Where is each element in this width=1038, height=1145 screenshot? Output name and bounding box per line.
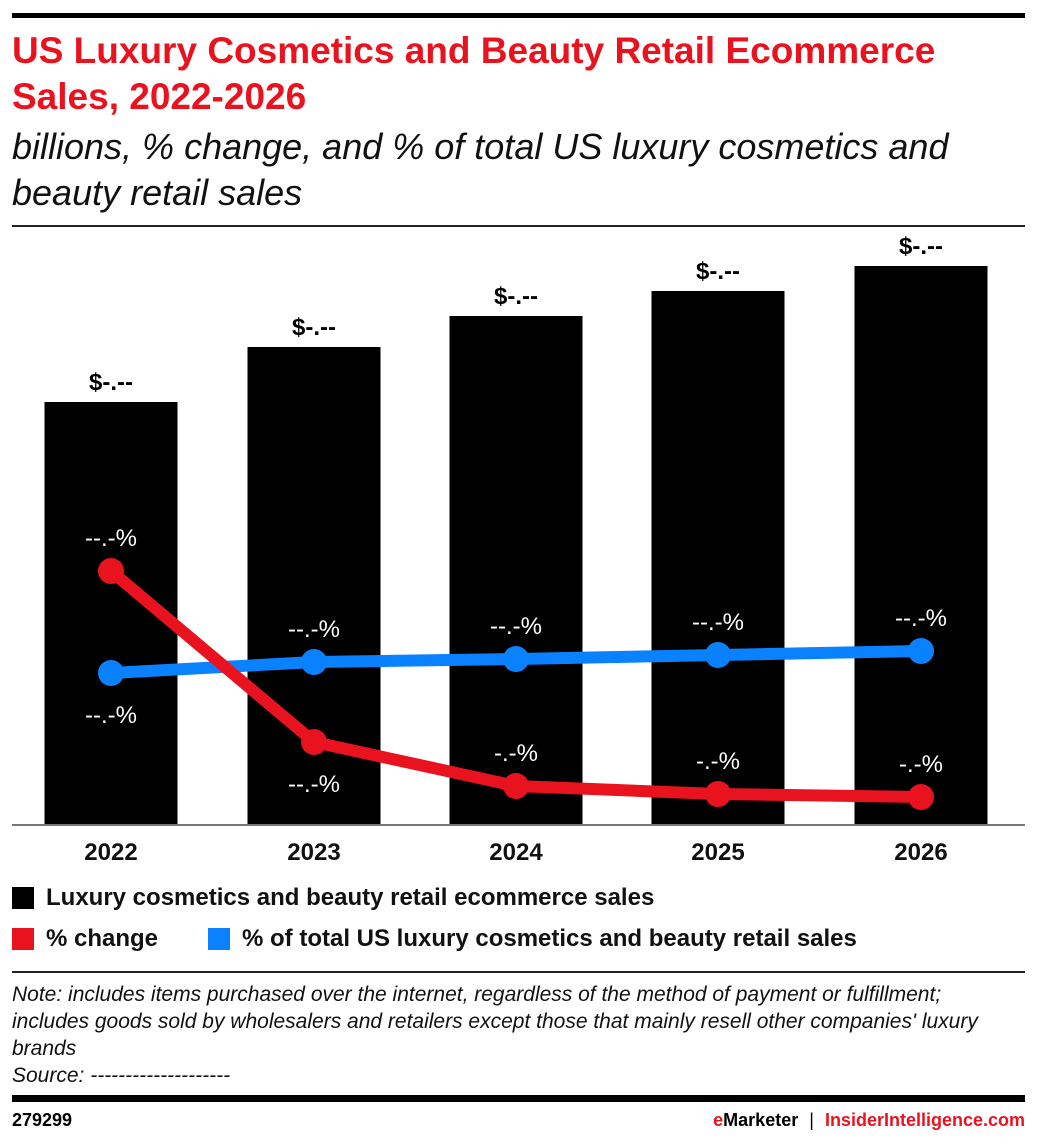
bar-2024 (449, 316, 583, 825)
x-tick-label: 2024 (489, 839, 543, 866)
x-tick-label: 2023 (287, 839, 340, 866)
change-point (301, 729, 327, 755)
legend-item-change: % change (12, 925, 158, 953)
change-data-label: -.-% (899, 751, 943, 778)
share-point (705, 642, 731, 668)
share-data-label: --.-% (85, 702, 137, 729)
share-point (301, 649, 327, 675)
bar-value-label: $-.-- (89, 369, 133, 396)
share-data-label: --.-% (490, 613, 542, 640)
change-point (98, 558, 124, 584)
bar-value-label: $-.-- (899, 233, 943, 260)
change-data-label: --.-% (288, 771, 340, 798)
share-data-label: --.-% (895, 605, 947, 632)
note-text: Note: includes items purchased over the … (12, 983, 978, 1060)
share-point (908, 638, 934, 664)
brand-logo: eMarketer | InsiderIntelligence.com (713, 1110, 1025, 1130)
x-tick-label: 2025 (691, 839, 744, 866)
change-point (908, 784, 934, 810)
share-point (98, 660, 124, 686)
subtitle-rule (12, 225, 1025, 227)
change-data-label: -.-% (696, 748, 740, 775)
chart-area: $-.-- 2022 $-.-- 2023 $-.-- 2024 $-.-- 2025 $-.-… (12, 233, 1025, 866)
chart-id: 279299 (12, 1110, 73, 1130)
legend-label: Luxury cosmetics and beauty retail ecomm… (46, 884, 655, 911)
bar-value-label: $-.-- (696, 258, 740, 285)
legend-swatch-black (12, 887, 34, 909)
change-data-label: --.-% (85, 525, 137, 552)
chart-subtitle: billions, % change, and % of total US lu… (12, 126, 949, 213)
top-rule (12, 13, 1025, 18)
bottom-rule (12, 1095, 1025, 1102)
note-block: Note: includes items purchased over the … (12, 981, 1022, 1089)
bar-2025 (651, 291, 785, 825)
change-data-label: -.-% (494, 740, 538, 767)
share-data-label: --.-% (288, 616, 340, 643)
legend-label: % of total US luxury cosmetics and beaut… (242, 925, 857, 952)
change-point (705, 781, 731, 807)
share-point (503, 646, 529, 672)
chart-title: US Luxury Cosmetics and Beauty Retail Ec… (12, 30, 936, 117)
legend-label: % change (46, 925, 159, 952)
bar-value-label: $-.-- (292, 314, 336, 341)
bar-value-label: $-.-- (494, 283, 538, 310)
legend-swatch-red (12, 928, 34, 950)
x-tick-label: 2026 (894, 839, 947, 866)
bar-2026 (854, 266, 988, 825)
legend-swatch-blue (208, 928, 230, 950)
share-data-label: --.-% (692, 609, 744, 636)
legend-item-sales: Luxury cosmetics and beauty retail ecomm… (12, 884, 654, 912)
x-tick-label: 2022 (84, 839, 137, 866)
legend-item-share: % of total US luxury cosmetics and beaut… (208, 925, 857, 953)
source-text: Source: -------------------- (12, 1064, 231, 1087)
note-rule (12, 971, 1025, 973)
change-point (503, 773, 529, 799)
